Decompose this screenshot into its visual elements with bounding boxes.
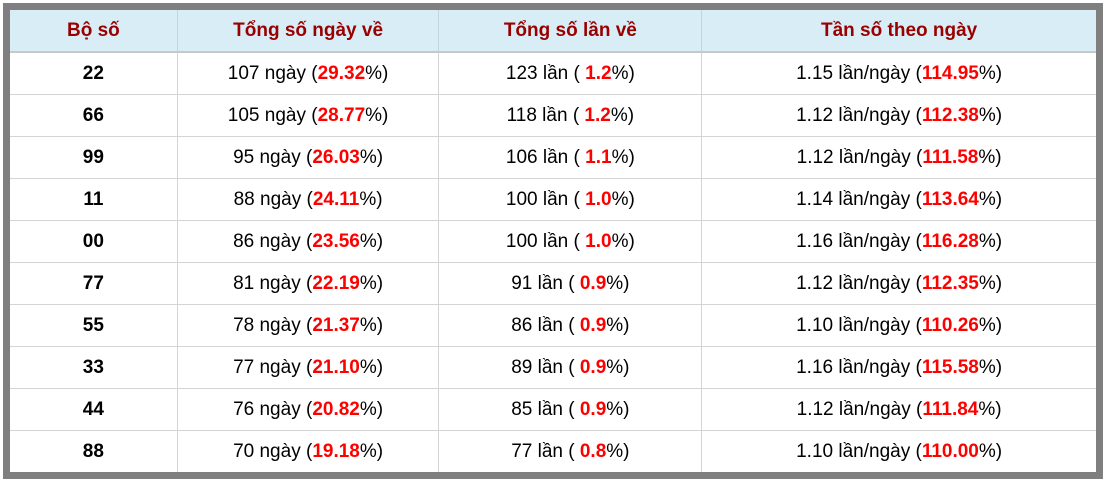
percentage-highlight: 24.11 <box>312 188 360 210</box>
table-row: 33 77 ngày (21.10%) 89 lần ( 0.9%) 1.16 lần… <box>10 346 1096 389</box>
percentage-highlight: 114.95 <box>921 62 979 84</box>
table-row: 22 107 ngày (29.32%) 123 lần ( 1.2%) 1.15 l… <box>10 52 1096 95</box>
cell-tan-so-theo-ngay: 1.12 lần/ngày (112.35%) <box>701 262 1096 305</box>
cell-tan-so-theo-ngay: 1.14 lần/ngày (113.64%) <box>701 178 1096 221</box>
cell-bo-so: 77 <box>10 262 178 305</box>
cell-tan-so-theo-ngay: 1.15 lần/ngày (114.95%) <box>701 52 1096 95</box>
percentage-highlight: 28.77 <box>317 104 366 126</box>
cell-tong-so-ngay-ve: 76 ngày (20.82%) <box>177 388 440 431</box>
column-header-tong-so-ngay-ve: Tổng số ngày về <box>177 10 440 53</box>
percentage-highlight: 0.9 <box>579 272 607 294</box>
cell-tong-so-ngay-ve: 88 ngày (24.11%) <box>177 178 440 221</box>
cell-tong-so-lan-ve: 123 lần ( 1.2%) <box>438 52 703 95</box>
table-header: Bộ số Tổng số ngày về Tổng số lần về Tần… <box>10 10 1096 53</box>
cell-tan-so-theo-ngay: 1.10 lần/ngày (110.26%) <box>701 304 1096 347</box>
cell-tong-so-lan-ve: 118 lần ( 1.2%) <box>438 94 703 137</box>
percentage-highlight: 22.19 <box>312 272 360 294</box>
percentage-highlight: 112.35 <box>921 272 979 294</box>
column-header-bo-so: Bộ số <box>10 10 178 53</box>
percentage-highlight: 29.32 <box>317 62 366 84</box>
percentage-highlight: 1.1 <box>585 146 612 168</box>
cell-tan-so-theo-ngay: 1.16 lần/ngày (116.28%) <box>701 220 1096 263</box>
percentage-highlight: 21.10 <box>312 356 360 378</box>
table-row: 99 95 ngày (26.03%) 106 lần ( 1.1%) 1.12 lầ… <box>10 136 1096 179</box>
cell-tan-so-theo-ngay: 1.10 lần/ngày (110.00%) <box>701 430 1096 472</box>
table-row: 44 76 ngày (20.82%) 85 lần ( 0.9%) 1.12 lần… <box>10 388 1096 431</box>
percentage-highlight: 23.56 <box>312 230 360 252</box>
table-body: 22 107 ngày (29.32%) 123 lần ( 1.2%) 1.15 l… <box>10 52 1096 472</box>
percentage-highlight: 19.18 <box>312 440 360 462</box>
table-row: 66 105 ngày (28.77%) 118 lần ( 1.2%) 1.12 l… <box>10 94 1096 137</box>
cell-tong-so-ngay-ve: 107 ngày (29.32%) <box>177 52 440 95</box>
percentage-highlight: 20.82 <box>312 398 360 420</box>
percentage-highlight: 21.37 <box>312 314 360 336</box>
percentage-highlight: 1.2 <box>584 104 611 126</box>
lottery-stats-table: Bộ số Tổng số ngày về Tổng số lần về Tần… <box>10 10 1096 472</box>
cell-tong-so-ngay-ve: 78 ngày (21.37%) <box>177 304 440 347</box>
cell-bo-so: 99 <box>10 136 178 179</box>
cell-tong-so-ngay-ve: 70 ngày (19.18%) <box>177 430 440 472</box>
cell-tong-so-lan-ve: 77 lần ( 0.8%) <box>438 430 703 472</box>
cell-tong-so-lan-ve: 91 lần ( 0.9%) <box>438 262 703 305</box>
percentage-highlight: 0.9 <box>579 314 607 336</box>
cell-bo-so: 44 <box>10 388 178 431</box>
table-row: 88 70 ngày (19.18%) 77 lần ( 0.8%) 1.10 lần… <box>10 430 1096 472</box>
percentage-highlight: 116.28 <box>921 230 979 252</box>
cell-tan-so-theo-ngay: 1.12 lần/ngày (112.38%) <box>701 94 1096 137</box>
percentage-highlight: 0.9 <box>579 398 607 420</box>
cell-bo-so: 88 <box>10 430 178 472</box>
cell-bo-so: 33 <box>10 346 178 389</box>
cell-tong-so-lan-ve: 86 lần ( 0.9%) <box>438 304 703 347</box>
percentage-highlight: 1.2 <box>585 62 612 84</box>
stats-table-frame: Bộ số Tổng số ngày về Tổng số lần về Tần… <box>3 3 1103 479</box>
cell-bo-so: 55 <box>10 304 178 347</box>
cell-tong-so-lan-ve: 85 lần ( 0.9%) <box>438 388 703 431</box>
percentage-highlight: 110.00 <box>921 440 979 462</box>
cell-tan-so-theo-ngay: 1.12 lần/ngày (111.58%) <box>701 136 1096 179</box>
cell-tong-so-ngay-ve: 81 ngày (22.19%) <box>177 262 440 305</box>
percentage-highlight: 113.64 <box>921 188 979 210</box>
cell-tong-so-lan-ve: 100 lần ( 1.0%) <box>438 178 703 221</box>
cell-tan-so-theo-ngay: 1.16 lần/ngày (115.58%) <box>701 346 1096 389</box>
percentage-highlight: 112.38 <box>921 104 979 126</box>
percentage-highlight: 111.84 <box>922 398 979 420</box>
table-row: 55 78 ngày (21.37%) 86 lần ( 0.9%) 1.10 lần… <box>10 304 1096 347</box>
cell-tong-so-lan-ve: 106 lần ( 1.1%) <box>438 136 703 179</box>
cell-bo-so: 00 <box>10 220 178 263</box>
percentage-highlight: 0.9 <box>579 356 607 378</box>
percentage-highlight: 26.03 <box>312 146 360 168</box>
percentage-highlight: 0.8 <box>579 440 607 462</box>
cell-tong-so-ngay-ve: 95 ngày (26.03%) <box>177 136 440 179</box>
column-header-tan-so-theo-ngay: Tần số theo ngày <box>701 10 1096 53</box>
table-row: 00 86 ngày (23.56%) 100 lần ( 1.0%) 1.16 lầ… <box>10 220 1096 263</box>
percentage-highlight: 1.0 <box>585 188 612 210</box>
cell-tong-so-lan-ve: 89 lần ( 0.9%) <box>438 346 703 389</box>
cell-tan-so-theo-ngay: 1.12 lần/ngày (111.84%) <box>701 388 1096 431</box>
percentage-highlight: 1.0 <box>585 230 612 252</box>
table-row: 11 88 ngày (24.11%) 100 lần ( 1.0%) 1.14 lầ… <box>10 178 1096 221</box>
cell-tong-so-ngay-ve: 77 ngày (21.10%) <box>177 346 440 389</box>
percentage-highlight: 110.26 <box>921 314 979 336</box>
cell-bo-so: 22 <box>10 52 178 95</box>
percentage-highlight: 115.58 <box>921 356 979 378</box>
percentage-highlight: 111.58 <box>922 146 979 168</box>
cell-bo-so: 11 <box>10 178 178 221</box>
cell-bo-so: 66 <box>10 94 178 137</box>
cell-tong-so-ngay-ve: 105 ngày (28.77%) <box>177 94 440 137</box>
column-header-tong-so-lan-ve: Tổng số lần về <box>438 10 703 53</box>
table-row: 77 81 ngày (22.19%) 91 lần ( 0.9%) 1.12 lần… <box>10 262 1096 305</box>
cell-tong-so-lan-ve: 100 lần ( 1.0%) <box>438 220 703 263</box>
cell-tong-so-ngay-ve: 86 ngày (23.56%) <box>177 220 440 263</box>
